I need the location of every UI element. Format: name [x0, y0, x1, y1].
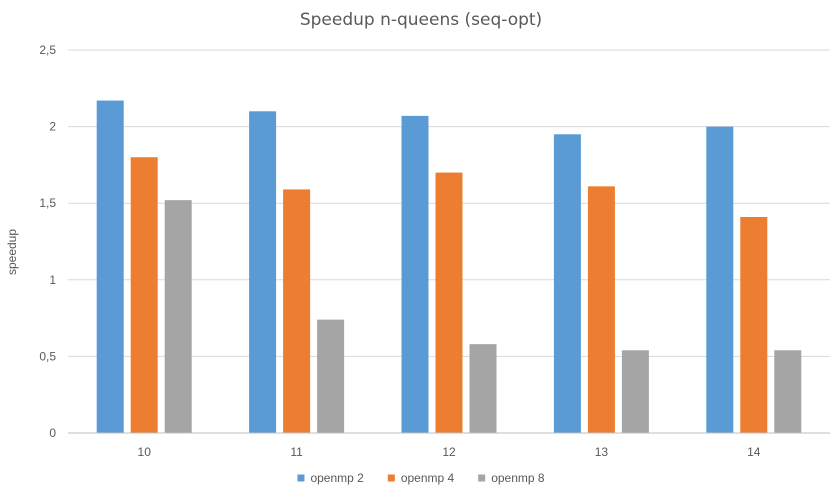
- legend-item: openmp 4: [387, 471, 455, 485]
- legend: openmp 2 openmp 4 openmp 8: [297, 471, 545, 485]
- x-tick-label: 10: [138, 445, 152, 459]
- x-tick-label: 13: [595, 445, 609, 459]
- legend-item: openmp 2: [297, 471, 364, 485]
- x-tick-label: 14: [747, 445, 761, 459]
- bar: [553, 134, 581, 433]
- legend-swatch: [478, 474, 486, 482]
- bar: [164, 200, 192, 433]
- x-tick-label: 11: [290, 445, 303, 459]
- bar: [401, 115, 429, 433]
- bar: [317, 319, 345, 433]
- x-tick-label: 12: [442, 445, 456, 459]
- legend-label: openmp 8: [491, 471, 545, 485]
- y-axis-label: speedup: [5, 229, 19, 275]
- bar: [740, 216, 768, 433]
- y-tick-label: 1: [49, 273, 56, 287]
- bar: [621, 350, 649, 433]
- bar: [774, 350, 802, 433]
- y-tick-label: 0: [49, 426, 56, 440]
- x-tick-labels: 10 11 12 13 14: [138, 445, 761, 459]
- legend-label: openmp 2: [310, 471, 364, 485]
- y-tick-label: 0,5: [39, 349, 56, 363]
- bar: [249, 111, 277, 433]
- y-tick-label: 2: [49, 120, 56, 134]
- bar: [435, 172, 463, 433]
- y-tick-label: 1,5: [39, 196, 56, 210]
- bar: [706, 126, 734, 433]
- bar: [587, 186, 615, 433]
- bar: [130, 157, 158, 434]
- legend-swatch: [297, 474, 305, 482]
- bar: [283, 189, 311, 433]
- bar: [469, 344, 497, 433]
- bar: [96, 100, 124, 433]
- y-tick-labels: 0 0,5 1 1,5 2 2,5: [39, 43, 56, 440]
- y-tick-label: 2,5: [39, 43, 56, 57]
- legend-swatch: [387, 474, 395, 482]
- legend-item: openmp 8: [478, 471, 545, 485]
- bars: [96, 100, 802, 434]
- chart-title: Speedup n-queens (seq-opt): [300, 10, 542, 30]
- legend-label: openmp 4: [401, 471, 455, 485]
